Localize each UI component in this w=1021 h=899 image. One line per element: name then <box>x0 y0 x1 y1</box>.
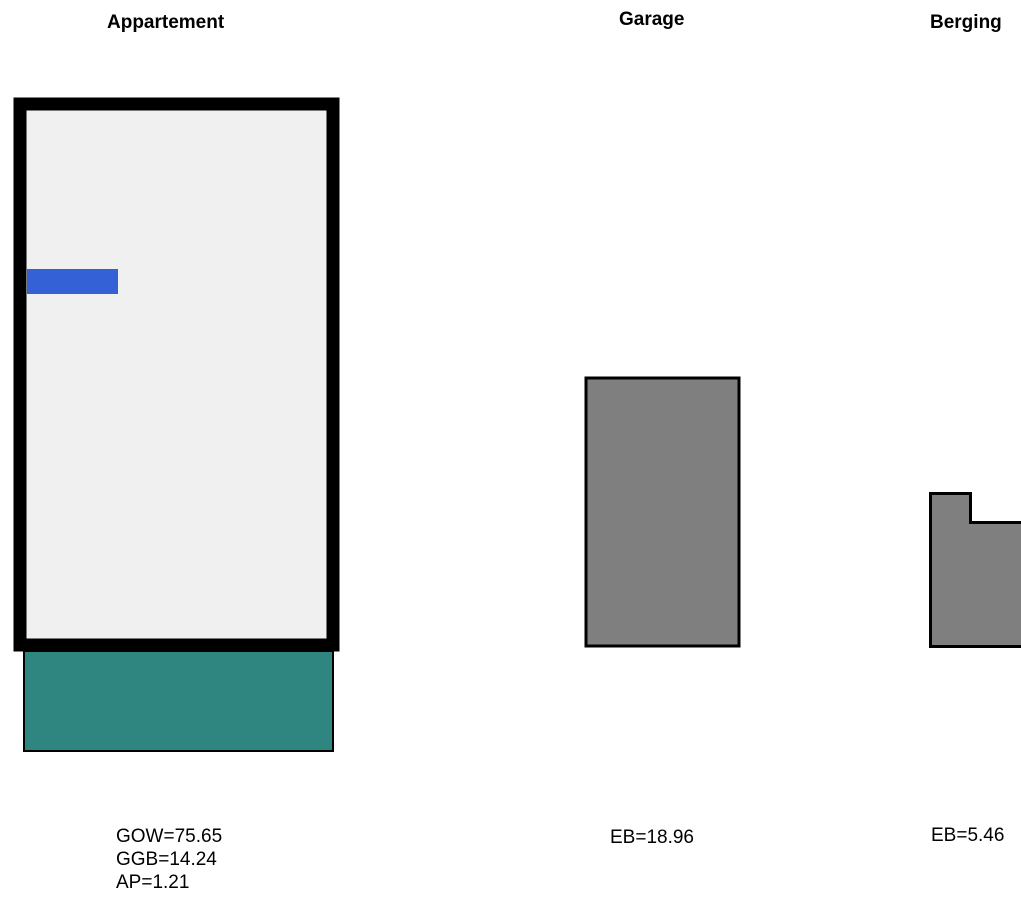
appartement-areas: GOW=75.65 GGB=14.24 AP=1.21 <box>116 825 222 894</box>
garage-floor <box>584 376 741 648</box>
berging-title: Berging <box>930 12 1002 33</box>
berging-floor <box>929 492 1021 648</box>
appartement-floor <box>13 97 340 652</box>
garage-title: Garage <box>619 9 685 30</box>
area-label: EB=18.96 <box>610 827 694 848</box>
garage-areas: EB=18.96 <box>610 826 694 849</box>
area-label: GGB=14.24 <box>116 849 217 870</box>
area-label: EB=5.46 <box>931 825 1005 846</box>
area-label: GOW=75.65 <box>116 826 223 847</box>
appartement-marker <box>27 269 118 294</box>
appartement-title: Appartement <box>107 12 225 33</box>
area-label: AP=1.21 <box>116 872 190 893</box>
berging-areas: EB=5.46 <box>931 824 1004 847</box>
appartement-balcony <box>23 650 334 752</box>
